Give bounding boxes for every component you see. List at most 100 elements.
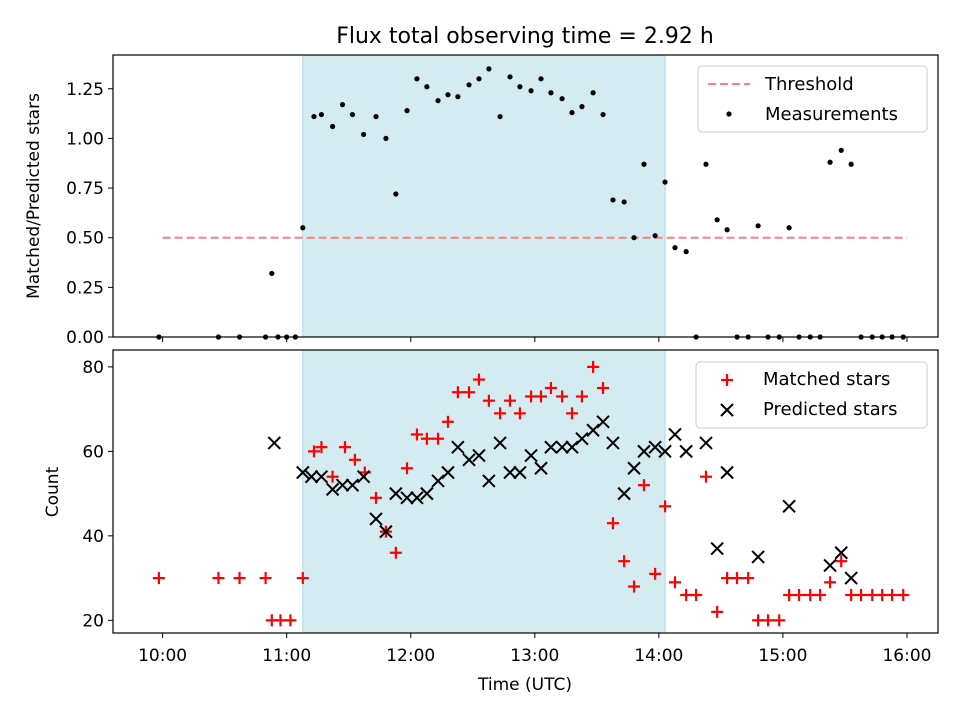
predicted-star-point [513, 465, 527, 480]
matched-legend-marker [721, 374, 733, 386]
predicted-star-point [420, 486, 434, 501]
predicted-star-point [668, 427, 682, 442]
predicted-star-point [575, 431, 589, 446]
predicted-star-point [627, 461, 641, 475]
matched-star-point [482, 394, 495, 407]
y-tick-label: 40 [82, 527, 104, 547]
x-tick-label: 11:00 [262, 646, 311, 666]
measurement-point [318, 111, 325, 118]
matched-star-point [835, 555, 848, 568]
measurement-point [848, 161, 854, 167]
measurement-point [373, 113, 379, 120]
predicted-star-point [534, 461, 548, 475]
measurement-point [714, 217, 720, 223]
predicted-star-point [503, 465, 517, 480]
predicted-star-point [637, 444, 651, 459]
measurement-point [538, 76, 544, 82]
predicted-star-point [679, 444, 693, 459]
matched-star-point [659, 500, 672, 513]
top-axes-frame [112, 54, 939, 338]
predicted-star-point [834, 546, 848, 560]
measurement-point [590, 90, 596, 96]
measurement-point [311, 113, 317, 120]
matched-star-point [711, 605, 724, 618]
matched-star-point [494, 407, 507, 420]
matched-star-point [535, 390, 548, 403]
predicted-star-point [782, 499, 796, 513]
matched-star-point [587, 360, 600, 373]
top-legend-box [697, 65, 928, 133]
matched-star-point [513, 407, 526, 420]
measurement-point [786, 225, 792, 231]
matched-star-point [668, 576, 681, 589]
measurements-legend-label: Measurements [765, 104, 898, 125]
matched-star-point [690, 588, 703, 601]
bottom-legend: Matched stars Predicted stars [695, 361, 928, 429]
predicted-star-point [720, 465, 734, 480]
predicted-star-point [345, 478, 360, 492]
measurement-point [507, 74, 513, 80]
matched-star-point [212, 572, 225, 585]
predicted-star-point [617, 486, 631, 501]
predicted-star-point [524, 448, 538, 463]
y-tick-label: 0.75 [66, 179, 104, 199]
predicted-star-point [441, 465, 455, 480]
matched-star-point [338, 441, 351, 454]
matched-star-point [544, 382, 557, 395]
matched-star-point [410, 428, 423, 441]
y-tick-label: 1.25 [66, 80, 104, 100]
matched-star-point [556, 390, 569, 403]
matched-star-point [824, 576, 837, 589]
predicted-star-point [544, 440, 558, 454]
matched-star-point [628, 580, 641, 593]
predicted-star-point [596, 415, 610, 429]
matched-star-point [420, 432, 433, 445]
measurement-point [455, 94, 461, 100]
predicted-star-point [710, 541, 724, 556]
matched-star-point [618, 555, 631, 568]
matched-legend-label: Matched stars [763, 369, 890, 390]
top-y-axis-label: Matched/Predicted stars [24, 93, 44, 299]
top-panel: 0.00 0.25 0.50 0.75 1.00 1.25 Matched/Predict… [24, 54, 939, 348]
predicted-star-point [482, 474, 496, 488]
measurement-point [672, 245, 678, 251]
bottom-y-ticks: 20 40 60 80 [82, 358, 113, 631]
matched-star-point [793, 588, 806, 601]
y-tick-label: 60 [82, 442, 104, 462]
predicted-star-point [325, 482, 340, 497]
matched-star-point [762, 614, 775, 627]
matched-star-point [451, 386, 464, 399]
top-y-ticks: 0.00 0.25 0.50 0.75 1.00 1.25 [66, 80, 113, 348]
predicted-legend-marker [720, 403, 734, 417]
predicted-star-point [369, 512, 383, 526]
observing-window-shade [302, 54, 666, 338]
matched-star-point [152, 572, 165, 585]
bottom-y-axis-label: Count [43, 466, 63, 517]
predicted-star-point [462, 453, 476, 467]
predicted-star-point [314, 470, 329, 484]
measurement-point [269, 270, 275, 277]
predicted-star-point [823, 558, 837, 573]
x-tick-label: 15:00 [758, 646, 807, 666]
measurement-point [548, 90, 554, 96]
measurement-point [528, 88, 534, 94]
matched-star-point [773, 614, 786, 627]
y-tick-label: 20 [82, 611, 104, 631]
measurement-point [497, 113, 503, 120]
measurement-point [641, 161, 647, 167]
top-x-ticks [162, 337, 908, 342]
matched-star-point [855, 588, 868, 601]
matched-star-point [259, 572, 272, 585]
matched-star-point [886, 588, 899, 601]
matched-star-point [637, 479, 650, 492]
predicted-star-point [648, 440, 662, 454]
matched-star-point [348, 453, 361, 466]
predicted-stars-points [267, 415, 858, 585]
predicted-star-point [472, 448, 486, 463]
predicted-star-point [658, 444, 672, 459]
predicted-star-point [699, 436, 713, 450]
measurement-point [600, 111, 606, 118]
measurement-point [445, 92, 451, 98]
measurement-point [486, 66, 492, 72]
